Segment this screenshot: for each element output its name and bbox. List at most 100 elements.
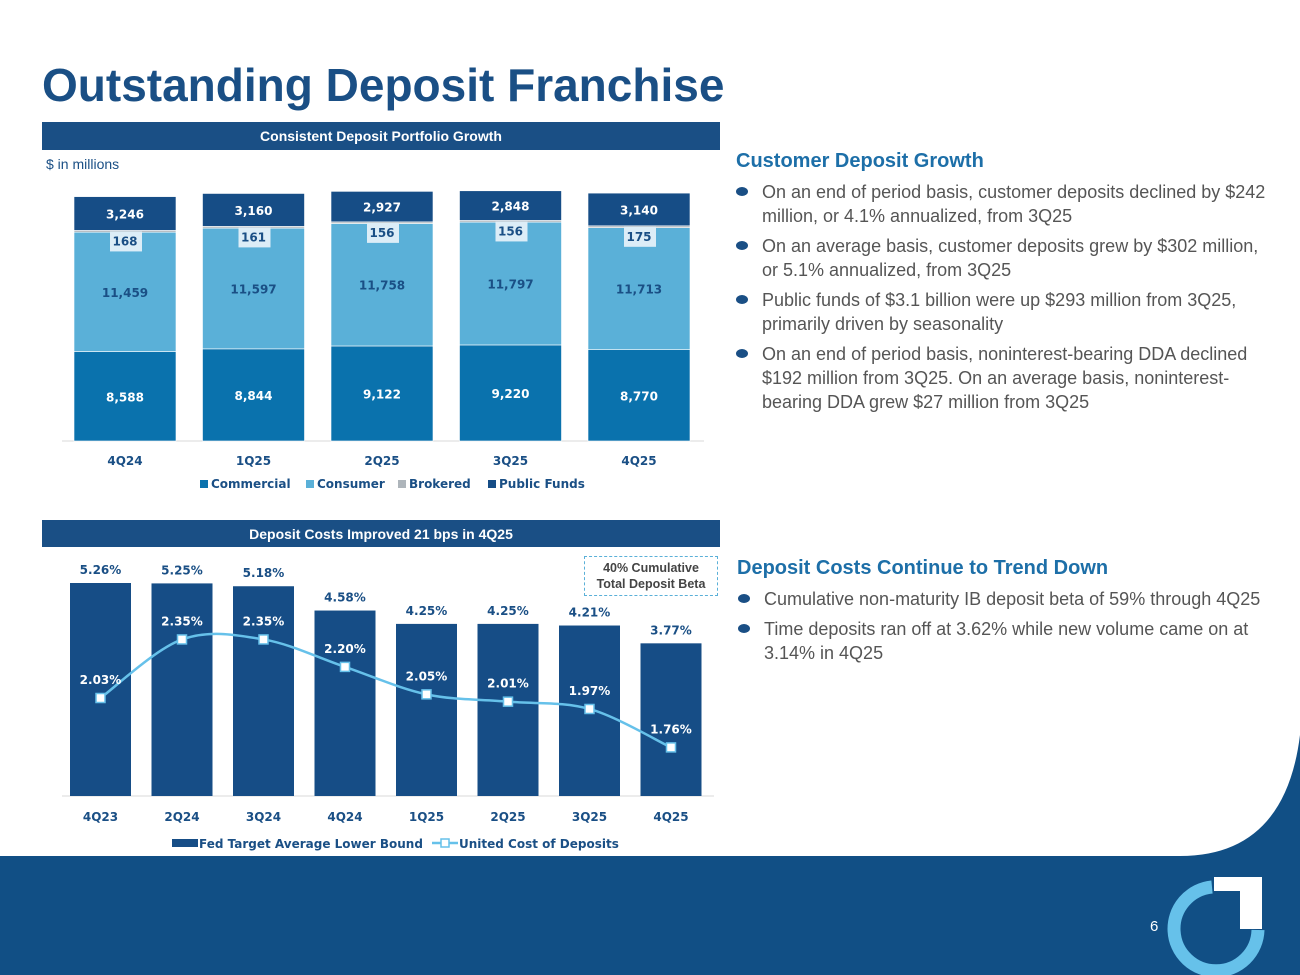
deposit-cost-chart: 5.26% 4Q23 5.25% 2Q24 5.18% 3Q24 4.58% 4Q24 4.25… [62,563,714,851]
legend-swatch [200,480,208,488]
bar-consumer [73,231,177,352]
bullet-item: Time deposits ran off at 3.62% while new… [736,617,1266,665]
customer-deposit-growth-heading: Customer Deposit Growth [736,150,984,172]
bar-consumer [330,223,434,347]
fed-target-bar [314,610,376,796]
legend-label: Commercial [211,477,291,491]
bullet-item: Cumulative non-maturity IB deposit beta … [736,587,1266,611]
legend-swatch [398,480,406,488]
data-label: 11,459 [102,286,148,300]
bar-consumer [459,221,562,346]
data-label: 11,758 [359,279,405,293]
data-label: 156 [369,226,394,240]
data-label: 8,844 [235,389,273,403]
x-tick-label: 4Q24 [327,810,362,824]
page-number: 6 [1150,918,1159,935]
x-tick-label: 4Q23 [83,810,118,824]
fed-target-bar [396,623,457,796]
data-label: 3,246 [106,208,144,222]
top-chart-header: Consistent Deposit Portfolio Growth [42,122,720,150]
data-label: 2,927 [363,201,401,215]
line-data-label: 2.01% [487,677,529,691]
cost-of-deposits-point [584,703,595,715]
line-data-label: 2.05% [406,669,448,683]
cost-of-deposits-point [95,692,106,704]
data-label: 175 [626,230,651,244]
x-tick-label: 4Q25 [621,454,656,468]
fed-target-bar [477,623,539,796]
cost-of-deposits-point [176,634,188,645]
data-label: 9,122 [363,387,401,401]
fed-target-bar [640,643,702,796]
x-tick-label: 3Q25 [572,810,607,824]
data-label: 8,588 [106,390,144,404]
legend-swatch [172,839,198,847]
cost-of-deposits-point [665,742,677,753]
brokered-label-box [495,221,528,242]
x-tick-label: 3Q24 [246,810,281,824]
legend-label: Brokered [409,477,471,491]
brokered-label-box [238,227,271,248]
line-data-label: 1.76% [650,722,692,736]
cost-of-deposits-point [502,696,514,707]
cost-of-deposits-point [339,661,351,673]
bar-data-label: 4.25% [487,604,529,618]
brokered-label-box [367,222,399,243]
x-tick-label: 2Q25 [364,454,399,468]
data-label: 168 [112,234,137,248]
bar-commercial [459,344,562,442]
bullet-dot-icon [736,295,748,304]
legend-swatch [306,480,314,488]
company-logo-icon [1167,877,1265,975]
bar-data-label: 5.18% [243,566,285,580]
data-label: 11,797 [487,278,533,292]
legend-label: United Cost of Deposits [459,837,619,851]
legend-label: Fed Target Average Lower Bound [199,837,423,851]
cumulative-beta-box: 40% Cumulative Total Deposit Beta [584,556,718,596]
bar-data-label: 5.26% [80,563,122,577]
x-tick-label: 4Q25 [653,810,688,824]
bullet-dot-icon [738,624,750,633]
deposit-portfolio-chart: 8,588 11,459 168 3,246 4Q24 8,844 11,597 161 3,1… [62,190,704,491]
data-label: 3,140 [620,203,658,217]
bullet-dot-icon [736,349,748,358]
data-label: 2,848 [492,200,530,214]
bullet-item: Public funds of $3.1 billion were up $29… [734,288,1274,336]
bar-public-funds [587,192,691,227]
deposit-costs-bullets: Cumulative non-maturity IB deposit beta … [736,587,1266,671]
line-data-label: 2.03% [80,673,122,687]
deposit-costs-heading: Deposit Costs Continue to Trend Down [737,557,1109,579]
footer-band-shape [0,735,1300,975]
brokered-label-box [624,226,656,247]
data-label: 8,770 [620,389,658,403]
bar-public-funds [459,190,562,221]
line-data-label: 2.20% [324,642,366,656]
customer-deposit-bullets: On an end of period basis, customer depo… [734,180,1274,420]
line-data-label: 1.97% [569,684,611,698]
bullet-item: On an end of period basis, customer depo… [734,180,1274,228]
fed-target-bar [151,583,213,796]
data-label: 11,713 [616,283,662,297]
bar-commercial [73,351,177,442]
x-tick-label: 4Q24 [107,454,142,468]
top-chart-unit-label: $ in millions [46,156,120,172]
bar-public-funds [202,193,305,227]
bullet-dot-icon [736,187,748,196]
bar-public-funds [73,196,177,231]
legend-marker [440,838,450,848]
bar-data-label: 4.25% [406,604,448,618]
bar-data-label: 3.77% [650,623,692,637]
x-tick-label: 2Q25 [490,810,525,824]
bottom-chart-header: Deposit Costs Improved 21 bps in 4Q25 [42,520,720,547]
data-label: 9,220 [492,387,530,401]
legend-label: Public Funds [499,477,585,491]
data-label: 11,597 [230,282,276,296]
brokered-label-box [110,231,142,252]
cost-of-deposits-point [258,634,269,645]
legend-swatch [488,480,496,488]
x-tick-label: 1Q25 [236,454,271,468]
bullet-item: On an end of period basis, noninterest-b… [734,342,1274,414]
slide-title: Outstanding Deposit Franchise [42,59,725,111]
bar-consumer [587,227,691,350]
